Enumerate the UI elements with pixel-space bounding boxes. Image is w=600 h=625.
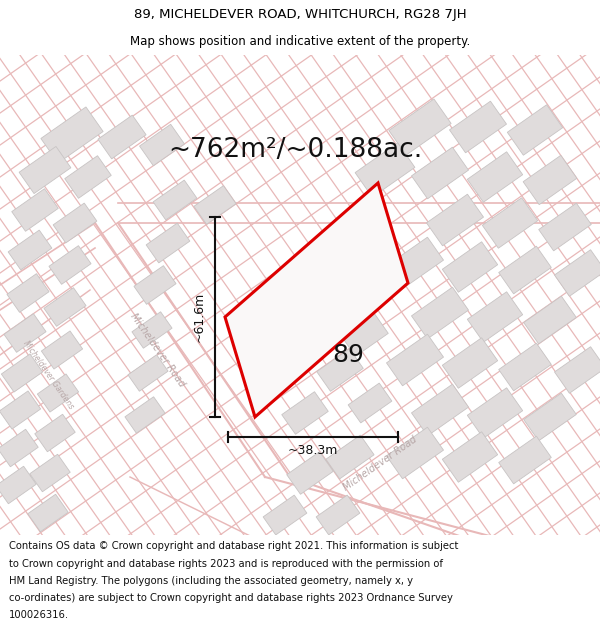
Polygon shape [449,101,506,152]
Polygon shape [146,223,190,263]
Polygon shape [132,312,172,348]
Polygon shape [140,124,184,166]
Polygon shape [355,142,415,198]
Text: Micheldever Road: Micheldever Road [129,311,187,389]
Text: 89: 89 [332,343,364,367]
Polygon shape [316,495,360,535]
Text: Contains OS data © Crown copyright and database right 2021. This information is : Contains OS data © Crown copyright and d… [9,541,458,551]
Polygon shape [8,230,52,270]
Polygon shape [524,296,576,344]
Polygon shape [508,105,563,155]
Polygon shape [342,314,388,356]
Polygon shape [19,146,71,194]
Text: ~38.3m: ~38.3m [288,444,338,458]
Polygon shape [499,246,551,294]
Text: Map shows position and indicative extent of the property.: Map shows position and indicative extent… [130,35,470,48]
Polygon shape [53,203,97,243]
Text: Micheldever Road: Micheldever Road [341,434,419,492]
Polygon shape [482,198,538,248]
Polygon shape [467,388,523,438]
Polygon shape [7,274,49,312]
Polygon shape [30,454,70,492]
Polygon shape [0,466,36,504]
Polygon shape [41,107,103,163]
Polygon shape [412,288,469,339]
Text: HM Land Registry. The polygons (including the associated geometry, namely x, y: HM Land Registry. The polygons (includin… [9,576,413,586]
Polygon shape [326,435,374,479]
Polygon shape [442,432,497,482]
Polygon shape [35,414,75,452]
Polygon shape [65,156,111,198]
Polygon shape [4,314,46,352]
Polygon shape [386,334,443,386]
Polygon shape [499,343,551,391]
Polygon shape [412,384,469,436]
Polygon shape [44,288,86,326]
Polygon shape [28,494,68,532]
Polygon shape [386,238,443,289]
Text: to Crown copyright and database rights 2023 and is reproduced with the permissio: to Crown copyright and database rights 2… [9,559,443,569]
Polygon shape [554,250,600,296]
Polygon shape [442,242,497,292]
Polygon shape [539,203,591,251]
Polygon shape [282,392,328,434]
Polygon shape [554,347,600,393]
Polygon shape [0,391,41,429]
Polygon shape [37,374,79,412]
Polygon shape [98,115,146,159]
Polygon shape [41,331,83,369]
Polygon shape [524,393,576,441]
Polygon shape [12,189,58,231]
Polygon shape [153,180,197,220]
Polygon shape [263,495,307,535]
Polygon shape [128,355,168,391]
Polygon shape [287,452,333,494]
Polygon shape [412,148,469,199]
Polygon shape [499,436,551,484]
Text: 89, MICHELDEVER ROAD, WHITCHURCH, RG28 7JH: 89, MICHELDEVER ROAD, WHITCHURCH, RG28 7… [134,8,466,21]
Polygon shape [467,292,523,342]
Polygon shape [194,186,236,224]
Polygon shape [348,383,392,423]
Polygon shape [134,266,176,304]
Text: ~762m²/~0.188ac.: ~762m²/~0.188ac. [168,137,422,163]
Polygon shape [0,429,38,467]
Polygon shape [523,156,577,204]
Polygon shape [442,338,497,388]
Polygon shape [386,428,443,479]
Polygon shape [49,246,91,284]
Text: co-ordinates) are subject to Crown copyright and database rights 2023 Ordnance S: co-ordinates) are subject to Crown copyr… [9,593,453,603]
Polygon shape [225,183,408,417]
Polygon shape [427,194,484,246]
Polygon shape [389,99,451,155]
Text: Micheldever Gardens: Micheldever Gardens [21,339,75,411]
Text: ~61.6m: ~61.6m [193,292,205,342]
Polygon shape [125,397,165,433]
Polygon shape [1,354,43,392]
Text: 100026316.: 100026316. [9,611,69,621]
Polygon shape [467,152,523,202]
Polygon shape [317,349,363,391]
